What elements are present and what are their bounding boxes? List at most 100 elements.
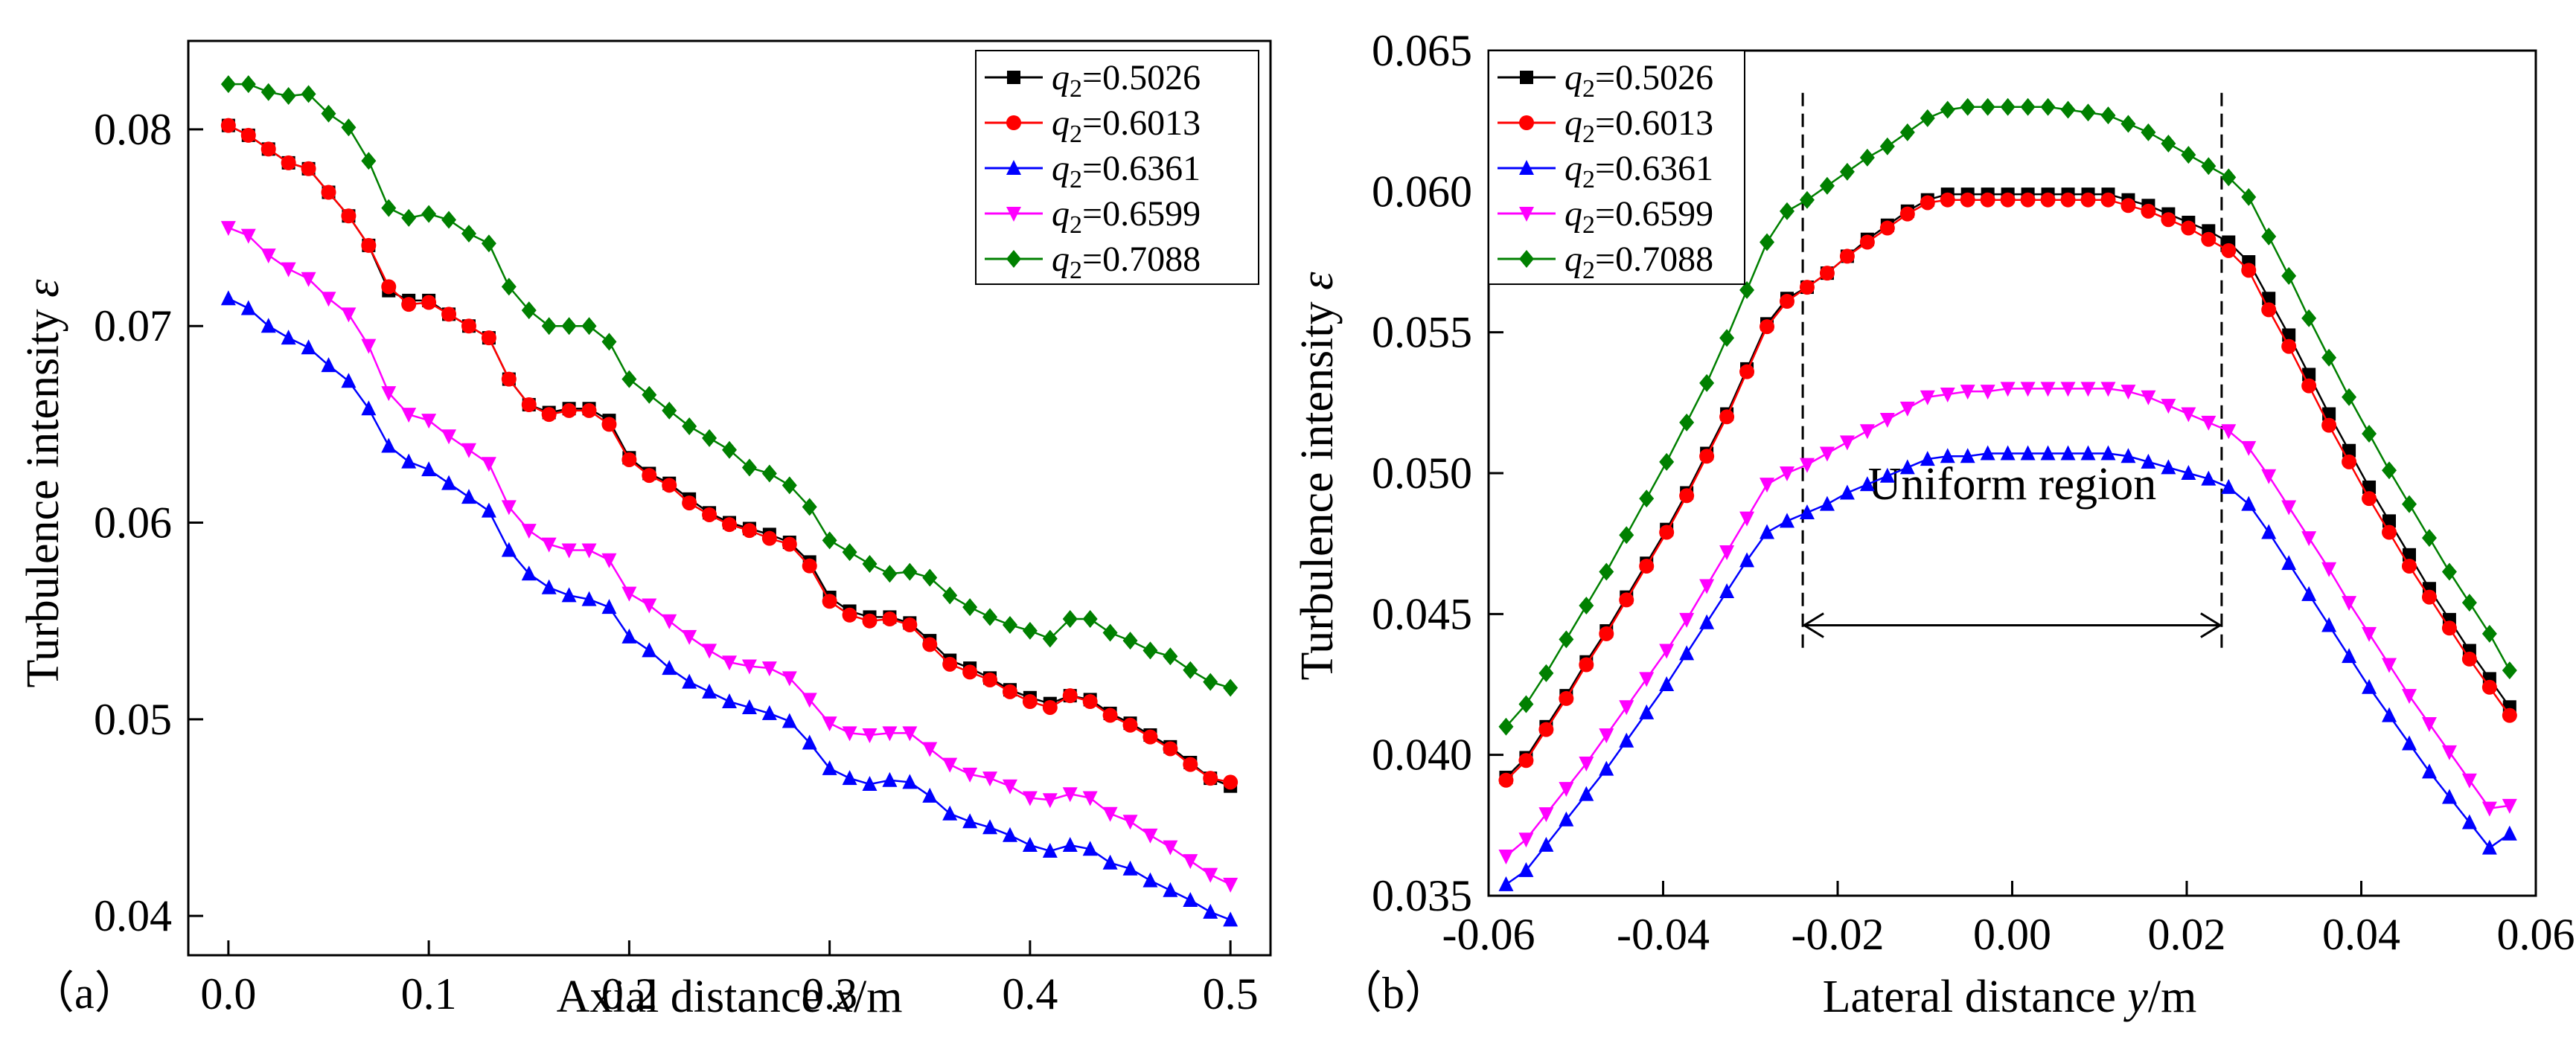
data-point [541, 317, 557, 336]
y-axis-label: Turbulence intensity ε [1292, 272, 1343, 681]
data-point [1859, 234, 1875, 250]
data-point [1223, 678, 1239, 697]
data-point [702, 683, 717, 699]
data-point [1779, 294, 1794, 309]
data-point [1659, 524, 1675, 540]
data-point [741, 699, 757, 714]
x-axis-label-text: Lateral distance [1823, 972, 2128, 1022]
data-point [2241, 187, 2257, 206]
data-point [2080, 192, 2096, 208]
data-point [962, 767, 978, 783]
legend-marker [1519, 207, 1534, 222]
legend-label-sub: 2 [1070, 257, 1082, 284]
data-point [401, 297, 417, 312]
data-point [441, 475, 457, 490]
legend-label-sub: 2 [1070, 121, 1082, 148]
data-point [942, 656, 958, 672]
data-point [421, 295, 437, 310]
data-point [1579, 786, 1594, 801]
data-point [1980, 192, 1995, 208]
data-point [1639, 558, 1655, 574]
data-point [962, 813, 978, 829]
data-point [1859, 476, 1875, 492]
data-point [2040, 382, 2056, 397]
x-tick-label: 0.0 [200, 969, 256, 1018]
data-point [481, 502, 496, 518]
data-point [882, 771, 898, 787]
data-point [1163, 647, 1178, 666]
data-point [2221, 168, 2237, 187]
data-point [782, 476, 797, 495]
data-point [2461, 773, 2477, 789]
data-point [1699, 614, 1715, 629]
data-point [621, 452, 637, 467]
data-point [722, 655, 737, 671]
data-point [1203, 673, 1218, 691]
data-point [2060, 100, 2076, 119]
data-point [1719, 583, 1735, 599]
legend-label-value: =0.6599 [1082, 194, 1201, 234]
data-point [2161, 212, 2176, 228]
data-point [2261, 469, 2277, 484]
data-point [761, 530, 777, 546]
data-point [1739, 280, 1755, 299]
data-point [1940, 387, 1955, 402]
legend-label-var: q [1052, 194, 1070, 234]
data-point [2401, 735, 2417, 751]
data-point [281, 330, 296, 345]
data-point [2221, 478, 2237, 494]
legend-label-value: =0.6599 [1595, 194, 1713, 234]
data-point [2401, 558, 2417, 574]
data-point [2342, 596, 2357, 612]
data-point [2441, 620, 2457, 636]
data-point [842, 726, 857, 742]
data-point [401, 208, 417, 227]
data-point [2382, 514, 2397, 528]
data-point [2161, 459, 2176, 475]
data-point [942, 805, 958, 821]
data-point [1002, 779, 1017, 795]
data-point [1679, 413, 1695, 431]
data-point [1579, 757, 1594, 772]
legend-marker [1519, 115, 1534, 130]
x-axis-label-unit: /m [854, 972, 902, 1022]
series-0.7088 [220, 75, 1239, 697]
legend-label-sub: 2 [1070, 75, 1082, 103]
x-tick-label: 0.5 [1203, 969, 1259, 1018]
data-point [1022, 621, 1038, 640]
data-point [341, 118, 357, 137]
data-point [862, 613, 878, 629]
data-point [1122, 632, 1138, 650]
data-point [1142, 872, 1158, 888]
data-point [2502, 661, 2517, 680]
data-point [1223, 877, 1239, 893]
data-point [982, 819, 998, 835]
data-point [261, 83, 276, 101]
data-point [2261, 227, 2277, 246]
legend-label: q2=0.6013 [1052, 103, 1201, 148]
data-point [561, 317, 577, 336]
data-point [2261, 302, 2277, 318]
data-point [421, 461, 437, 477]
data-point [461, 225, 476, 243]
data-point [561, 402, 577, 418]
data-point [1920, 390, 1935, 405]
data-point [1639, 672, 1655, 687]
data-point [1799, 504, 1815, 520]
data-point [1203, 903, 1218, 919]
data-point [341, 373, 357, 388]
data-point [240, 75, 256, 94]
data-point [962, 598, 978, 617]
data-point [2080, 445, 2096, 461]
data-point [1760, 478, 1775, 493]
data-point [2321, 562, 2337, 577]
data-point [962, 664, 978, 680]
data-point [2141, 123, 2156, 141]
data-point [782, 536, 797, 552]
x-axis-label-var: x [832, 972, 854, 1022]
y-tick-label: 0.04 [94, 891, 172, 940]
y-tick-label: 0.08 [94, 105, 172, 154]
data-point [922, 787, 938, 803]
data-point [922, 568, 938, 587]
